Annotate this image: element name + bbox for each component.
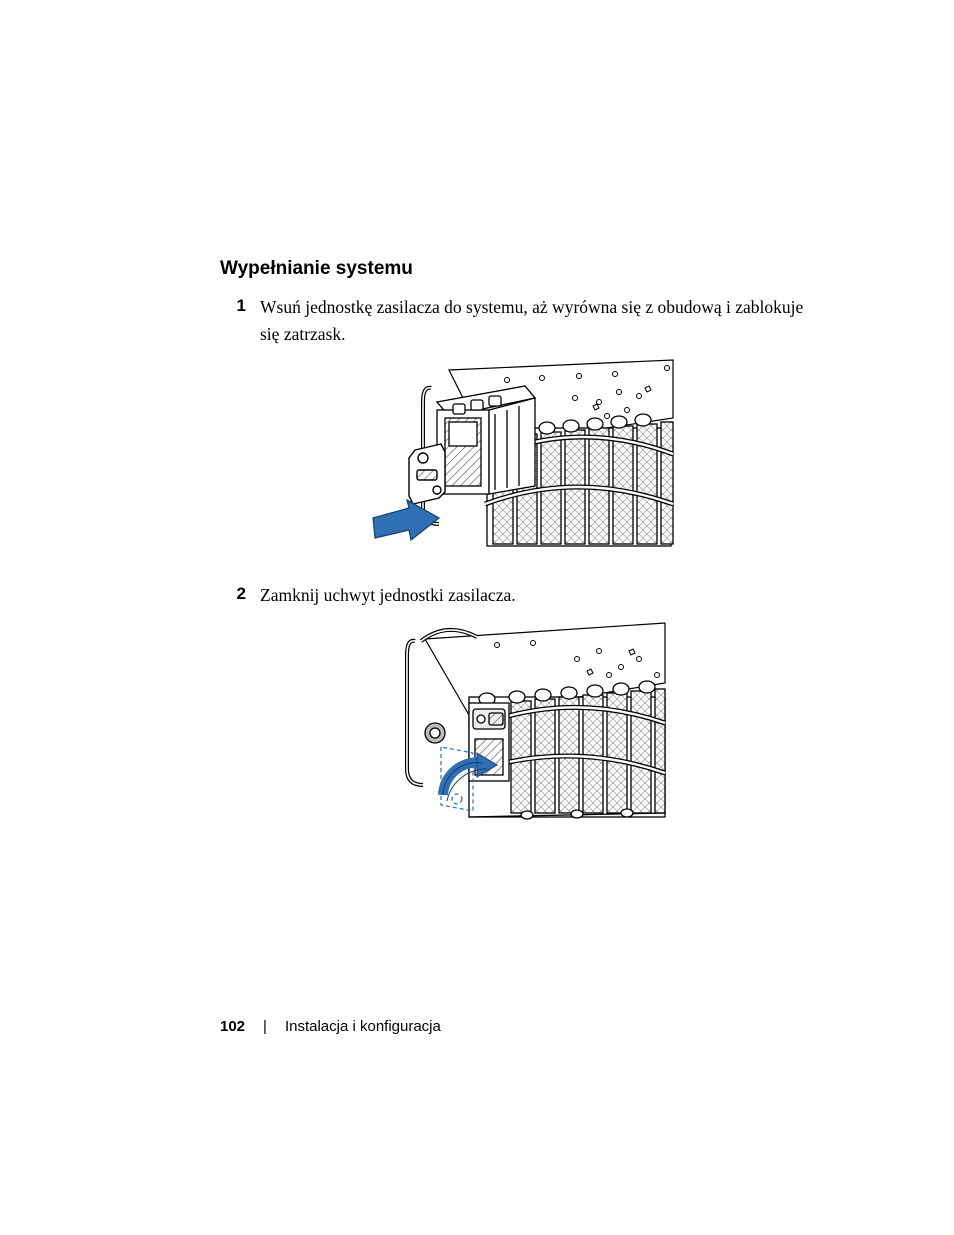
step-text: Wsuń jednostkę zasilacza do systemu, aż … [260, 294, 824, 348]
page: Wypełnianie systemu 1 Wsuń jednostkę zas… [0, 0, 954, 1235]
step-text: Zamknij uchwyt jednostki zasilacza. [260, 582, 824, 609]
footer-separator: | [263, 1018, 267, 1035]
step-2: 2 Zamknij uchwyt jednostki zasilacza. [220, 582, 824, 609]
insert-arrow-icon [373, 500, 439, 540]
section-heading: Wypełnianie systemu [220, 258, 824, 280]
step-number: 2 [220, 582, 246, 606]
psu-insert-illustration [367, 358, 677, 566]
footer-section: Instalacja i konfiguracja [285, 1018, 441, 1035]
page-footer: 102 | Instalacja i konfiguracja [220, 1018, 441, 1035]
figure-insert-psu [220, 358, 824, 566]
psu-close-handle-illustration [377, 619, 667, 827]
figure-close-handle [220, 619, 824, 827]
step-number: 1 [220, 294, 246, 318]
step-1: 1 Wsuń jednostkę zasilacza do systemu, a… [220, 294, 824, 348]
page-number: 102 [220, 1018, 245, 1035]
